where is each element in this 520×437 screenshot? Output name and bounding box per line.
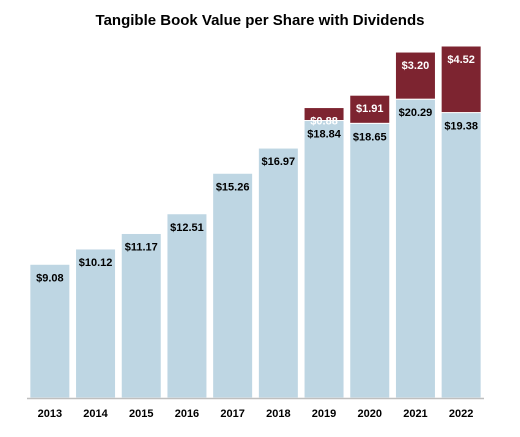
value-label-tbv-2022: $19.38 [444,121,478,133]
x-tick-label-2017: 2017 [220,408,244,420]
bar-tbv-2020 [349,122,391,399]
bar-tbv-2018 [257,147,299,399]
value-label-tbv-2021: $20.29 [399,107,433,119]
bar-tbv-2016 [166,213,208,399]
value-label-tbv-2014: $10.12 [79,257,113,269]
x-tick-label-2013: 2013 [38,408,62,420]
bar-tbv-2013 [29,263,71,399]
value-label-dividend-2021: $3.20 [402,60,430,72]
bar-dividend-2022 [440,45,482,114]
value-label-tbv-2020: $18.65 [353,131,387,143]
value-label-tbv-2015: $11.17 [125,241,158,253]
value-label-tbv-2013: $9.08 [36,272,64,284]
bar-tbv-2015 [120,232,162,399]
bar-tbv-2021 [394,98,436,399]
value-label-tbv-2016: $12.51 [170,222,204,234]
bar-dividend-2021 [394,51,436,100]
value-label-tbv-2019: $18.84 [307,129,342,141]
x-tick-label-2016: 2016 [175,408,199,420]
x-tick-label-2018: 2018 [266,408,290,420]
bar-tbv-2022 [440,112,482,399]
x-tick-label-2015: 2015 [129,408,153,420]
value-label-tbv-2018: $16.97 [262,156,296,168]
labels-layer: $9.08 $10.12 $11.17 $12.51 $15.26 $16.97 $18.8… [36,54,478,284]
bars-layer [29,45,482,399]
x-tick-label-2020: 2020 [358,408,382,420]
x-tick-label-2022: 2022 [449,408,473,420]
x-tick-labels: 2013 2014 2015 2016 2017 2018 2019 2020 2021 2022 [38,408,474,420]
x-tick-label-2021: 2021 [403,408,427,420]
bar-dividend-2020 [349,94,391,124]
x-tick-label-2019: 2019 [312,408,336,420]
value-label-dividend-2020: $1.91 [356,103,384,115]
x-tick-label-2014: 2014 [83,408,108,420]
bar-tbv-2017 [212,172,254,399]
bar-dividend-2019 [303,107,345,122]
bar-tbv-2019 [303,120,345,399]
value-label-tbv-2017: $15.26 [216,181,250,193]
chart-title: Tangible Book Value per Share with Divid… [95,12,425,29]
value-label-dividend-2022: $4.52 [447,54,475,66]
bar-tbv-2014 [75,248,117,399]
value-label-dividend-2019: $0.88 [310,116,338,128]
